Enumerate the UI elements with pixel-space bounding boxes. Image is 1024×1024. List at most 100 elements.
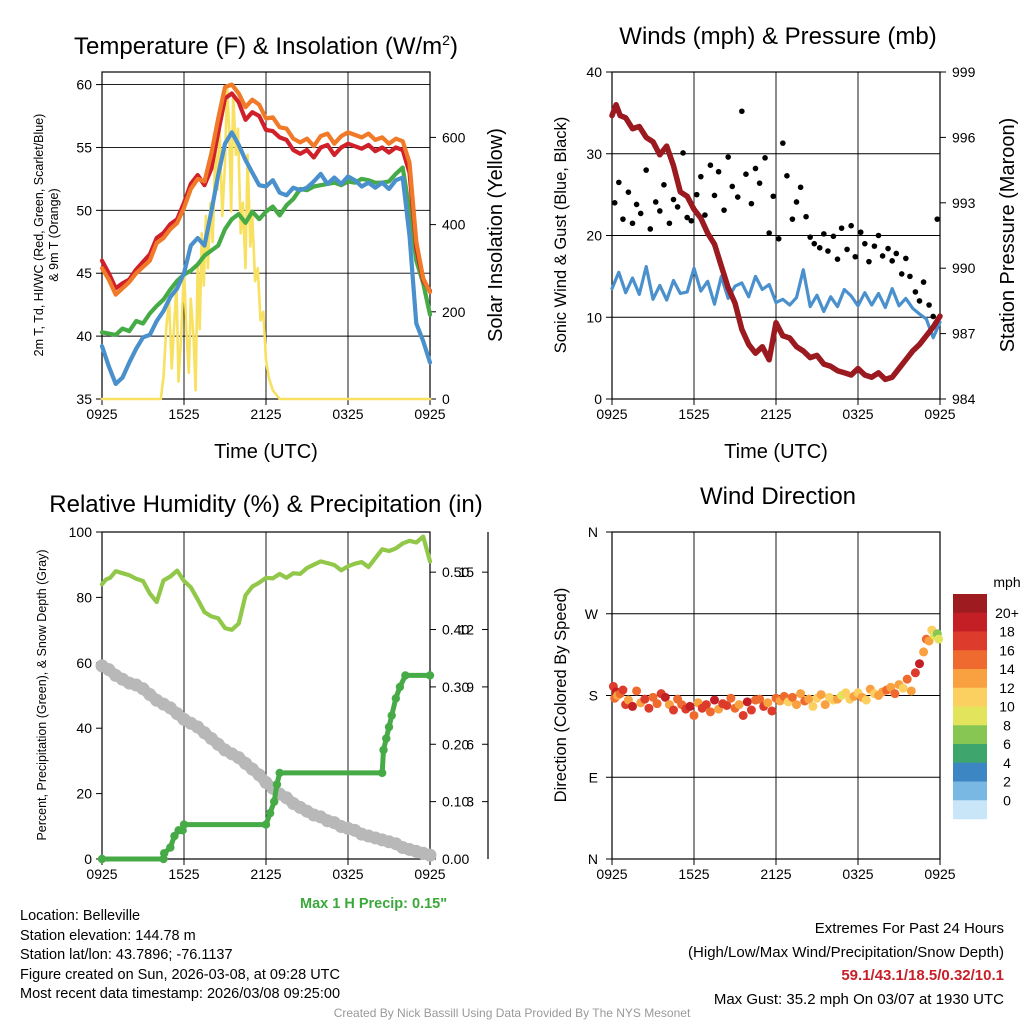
legend-label-4: 12 — [999, 680, 1015, 696]
legend-label-7: 6 — [1003, 736, 1011, 752]
gust-point — [643, 167, 649, 173]
wdir-point — [746, 705, 756, 715]
legend-label-2: 16 — [999, 642, 1015, 658]
x-tick-label-1: 1525 — [168, 406, 199, 422]
wind-y-label-0: 0 — [594, 391, 602, 407]
insol-y-label-1: 200 — [442, 304, 466, 320]
gust-point — [684, 214, 690, 221]
temp-title: Temperature (F) & Insolation (W/m2) — [74, 32, 458, 60]
temp-series-temperature-2m-t — [99, 91, 433, 293]
gust-point — [866, 258, 872, 265]
wdir-point — [689, 710, 699, 720]
wdir-point — [886, 682, 896, 692]
precip-point — [270, 797, 279, 806]
gust-point — [920, 279, 927, 285]
gust-group — [611, 108, 941, 320]
precip-y-label-4: 0.40 — [442, 622, 469, 638]
wdir-point — [934, 634, 944, 644]
temp-xlabel: Time (UTC) — [214, 441, 318, 463]
gust-point — [625, 189, 632, 195]
wdir-group — [608, 625, 944, 720]
wdir-point — [906, 686, 916, 696]
gust-point — [715, 168, 722, 175]
temp-ylabel-1: 2m T, Td, HI/WC (Red, Green, Scarlet/Blu… — [32, 114, 46, 357]
legend-label-3: 14 — [999, 661, 1015, 677]
rh-y-label-0: 0 — [84, 851, 92, 867]
gust-point — [862, 240, 868, 247]
temp-series-dewpoint-td — [99, 165, 433, 337]
gust-point — [762, 155, 768, 161]
gust-point — [871, 243, 878, 249]
credit-text: Created By Nick Bassill Using Data Provi… — [333, 1006, 691, 1020]
gust-point — [838, 225, 845, 231]
pressure-y-label-1: 987 — [952, 326, 976, 342]
wdir-point — [915, 659, 924, 669]
rh-y-label-1: 20 — [76, 786, 92, 802]
wdir-point — [669, 705, 678, 715]
gust-point — [748, 200, 755, 207]
precip-point — [382, 734, 391, 743]
extremes-values: 59.1/43.1/18.5/0.32/10.1 — [841, 967, 1004, 984]
gust-point — [702, 212, 708, 218]
gust-point — [729, 183, 736, 190]
wdir-point — [861, 695, 871, 705]
legend-label-6: 8 — [1003, 717, 1011, 733]
gust-point — [693, 191, 700, 198]
latlon-text: Station lat/lon: 43.7896; -76.1137 — [20, 947, 233, 963]
pressure-y-label-4: 996 — [952, 129, 976, 145]
x-tick-label-3: 0325 — [842, 406, 873, 422]
gust-point — [725, 154, 731, 160]
legend-label-9: 2 — [1003, 774, 1011, 790]
temp-ylabel-2: & 9m T (Orange) — [47, 188, 61, 281]
elevation-text: Station elevation: 144.78 m — [20, 927, 196, 944]
wdir-y-label-3: W — [585, 606, 599, 622]
gust-point — [834, 256, 841, 263]
gust-point — [889, 258, 895, 264]
precip-point — [379, 745, 388, 755]
precip-y-label-2: 0.20 — [442, 736, 469, 752]
gust-point — [930, 313, 936, 320]
pressure-y-label-0: 984 — [952, 391, 976, 407]
gust-point — [698, 173, 704, 180]
gust-point — [844, 246, 850, 253]
precip-line — [99, 672, 433, 862]
created-text: Figure created on Sun, 2026-03-08, at 09… — [20, 966, 340, 983]
gust-point — [637, 210, 644, 217]
gust-point — [875, 232, 882, 239]
wdir-point — [910, 668, 920, 678]
precip-group — [97, 671, 435, 864]
insol-y-label-3: 600 — [442, 129, 466, 145]
wdir-point — [640, 694, 650, 704]
snow-y-label-4: 15 — [458, 564, 474, 580]
precip-point — [377, 768, 387, 778]
snow-y-label-0: 3 — [466, 794, 474, 810]
precip-point — [97, 854, 107, 864]
wdir-point — [792, 700, 801, 710]
gust-point — [647, 226, 654, 232]
gust-point — [629, 220, 636, 227]
gust-point — [680, 150, 686, 156]
legend-label-10: 0 — [1003, 792, 1011, 808]
wdir-point — [898, 683, 908, 693]
gust-point — [652, 199, 659, 205]
insol-y-label-0: 0 — [442, 391, 450, 407]
precip-point — [401, 671, 410, 680]
temp-y-label-2: 45 — [76, 265, 92, 281]
legend-swatch-2 — [953, 631, 987, 651]
temp-title-main: Temperature (F) & Insolation (W/m — [74, 33, 442, 60]
wdir-point — [652, 699, 662, 709]
wdir-point — [787, 692, 797, 702]
x-tick-label-1: 1525 — [678, 866, 709, 882]
gust-point — [807, 234, 813, 240]
gust-point — [903, 255, 909, 262]
wdir-point — [755, 694, 765, 704]
rh-y-label-2: 40 — [76, 720, 92, 736]
recent-data-text: Most recent data timestamp: 2026/03/08 0… — [20, 986, 341, 1002]
precip-point — [159, 849, 169, 858]
x-tick-label-4: 0925 — [924, 866, 955, 882]
gust-point — [739, 108, 745, 115]
wdir-point — [738, 710, 748, 720]
wdir-point — [742, 697, 752, 707]
precip-point — [275, 768, 284, 778]
gust-point — [770, 193, 777, 200]
